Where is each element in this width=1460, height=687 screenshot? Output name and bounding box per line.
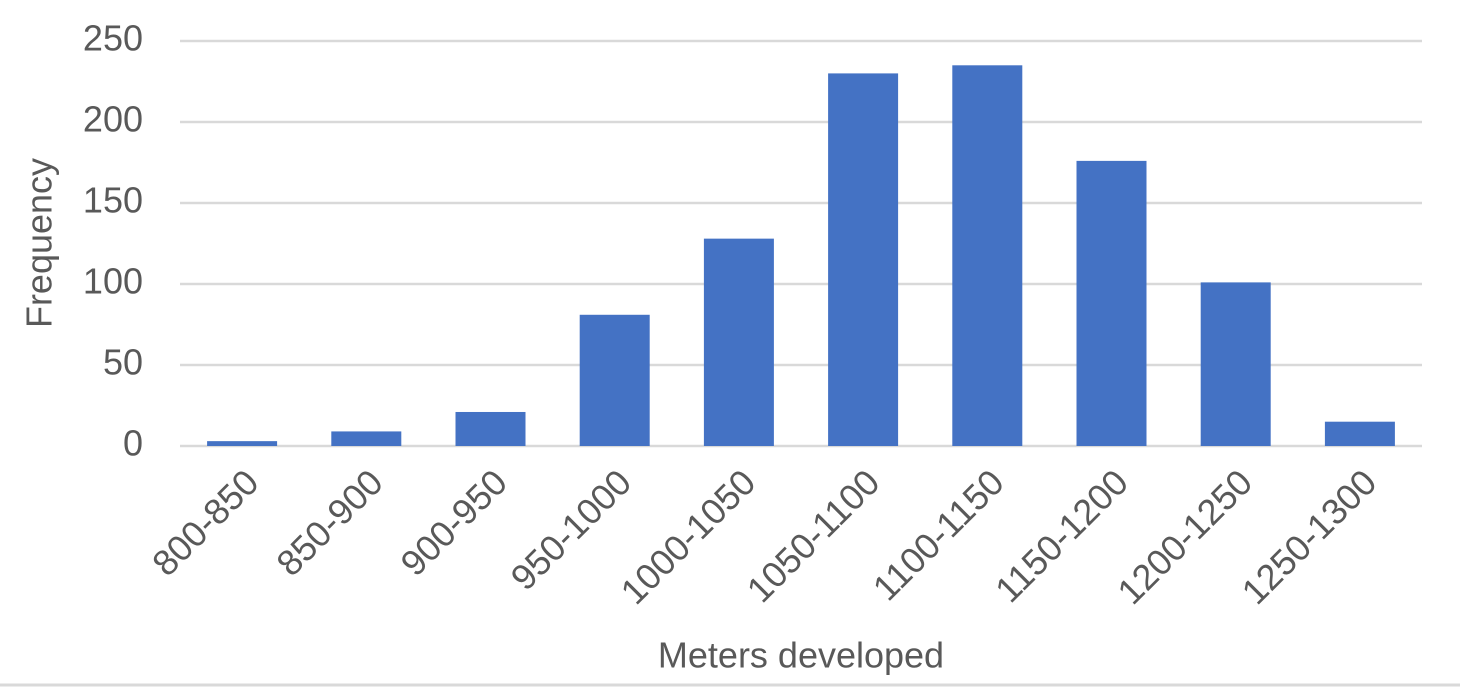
y-tick-label: 50 bbox=[103, 342, 143, 383]
bar bbox=[828, 73, 899, 447]
bar bbox=[1324, 421, 1395, 446]
bar bbox=[703, 238, 774, 446]
bar bbox=[579, 314, 650, 446]
bar bbox=[331, 431, 402, 446]
y-tick-label: 100 bbox=[83, 261, 143, 302]
x-axis-label: Meters developed bbox=[658, 635, 944, 676]
y-tick-label: 150 bbox=[83, 180, 143, 221]
y-tick-label: 200 bbox=[83, 99, 143, 140]
bar bbox=[1076, 160, 1147, 446]
y-tick-label: 250 bbox=[83, 18, 143, 59]
bar bbox=[952, 65, 1023, 447]
bar bbox=[1200, 282, 1271, 446]
y-tick-label: 0 bbox=[123, 423, 143, 464]
bar bbox=[207, 441, 278, 446]
y-axis-label: Frequency bbox=[19, 158, 60, 328]
bar bbox=[455, 411, 526, 446]
